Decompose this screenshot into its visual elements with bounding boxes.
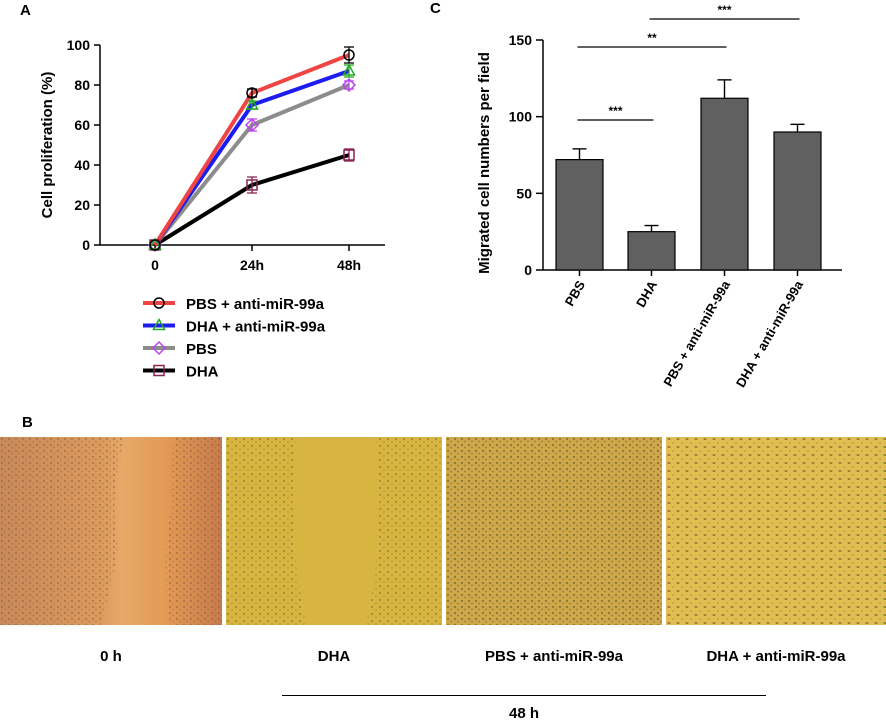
bar — [773, 131, 822, 271]
y-axis-title: Migrated cell numbers per field — [476, 52, 493, 274]
y-tick-label: 40 — [74, 157, 90, 173]
line-chart-cell-proliferation: 0 20 40 60 80 100 0 24h 48h Cell proliferation (%… — [39, 37, 385, 381]
significance-label: ** — [647, 31, 657, 45]
y-tick-label: 0 — [524, 262, 532, 278]
legend-marker — [152, 317, 166, 331]
micrograph-dha — [226, 437, 442, 625]
y-axis-title: Cell proliferation (%) — [39, 72, 56, 219]
bar — [555, 159, 604, 271]
caption-pbs-anti-mir-99a: PBS + anti-miR-99a — [485, 648, 623, 665]
y-tick-label: 0 — [82, 237, 90, 253]
y-tick-label: 100 — [67, 37, 91, 53]
bar-chart-migrated-cells: 0 50 100 150 Migrated cell numbers per field… — [476, 3, 842, 390]
x-tick-label: 48h — [337, 257, 361, 273]
data-point — [149, 239, 161, 251]
y-tick-label: 60 — [74, 117, 90, 133]
significance-label: *** — [608, 104, 622, 118]
x-tick-label: 0 — [151, 257, 159, 273]
bracket-48h-label: 48 h — [508, 705, 539, 722]
data-point — [246, 179, 258, 191]
x-tick-label: DHA — [633, 277, 660, 309]
micrograph-pbs-anti-mir-99a — [446, 437, 662, 625]
legend-label: DHA + anti-miR-99a — [186, 319, 326, 336]
caption-dha-anti-mir-99a: DHA + anti-miR-99a — [706, 648, 846, 665]
legend-marker — [153, 297, 165, 309]
y-tick-label: 80 — [74, 77, 90, 93]
bracket-48h-line — [282, 695, 766, 696]
y-tick-label: 150 — [509, 32, 533, 48]
bar — [700, 97, 749, 271]
legend-marker — [151, 340, 167, 356]
panel-label-a: A — [20, 2, 31, 19]
y-tick-label: 50 — [516, 185, 532, 201]
x-tick-label: DHA + anti-miR-99a — [733, 277, 807, 390]
panel-label-c: C — [430, 0, 441, 17]
caption-dha: DHA — [317, 648, 351, 665]
caption-0h: 0 h — [100, 648, 122, 665]
series-line — [153, 53, 350, 247]
data-point — [341, 77, 357, 93]
legend-label: DHA — [186, 364, 219, 381]
data-point — [246, 87, 258, 99]
micrograph-0h — [0, 437, 222, 625]
legend-label: PBS — [186, 341, 217, 358]
data-point — [343, 49, 355, 61]
y-tick-label: 100 — [509, 109, 533, 125]
legend-marker — [153, 364, 165, 377]
data-point — [245, 97, 259, 110]
data-point — [342, 63, 356, 76]
significance-label: *** — [717, 3, 731, 17]
x-tick-label: 24h — [240, 257, 264, 273]
data-point — [343, 149, 355, 161]
y-tick-label: 20 — [74, 197, 90, 213]
panel-label-b: B — [22, 414, 33, 431]
micrograph-dha-anti-mir-99a — [666, 437, 886, 625]
data-point — [244, 117, 260, 133]
bar — [627, 231, 676, 271]
data-point — [148, 237, 162, 250]
x-tick-label: PBS + anti-miR-99a — [660, 277, 733, 389]
x-tick-label: PBS — [562, 278, 589, 309]
legend-label: PBS + anti-miR-99a — [186, 296, 325, 313]
